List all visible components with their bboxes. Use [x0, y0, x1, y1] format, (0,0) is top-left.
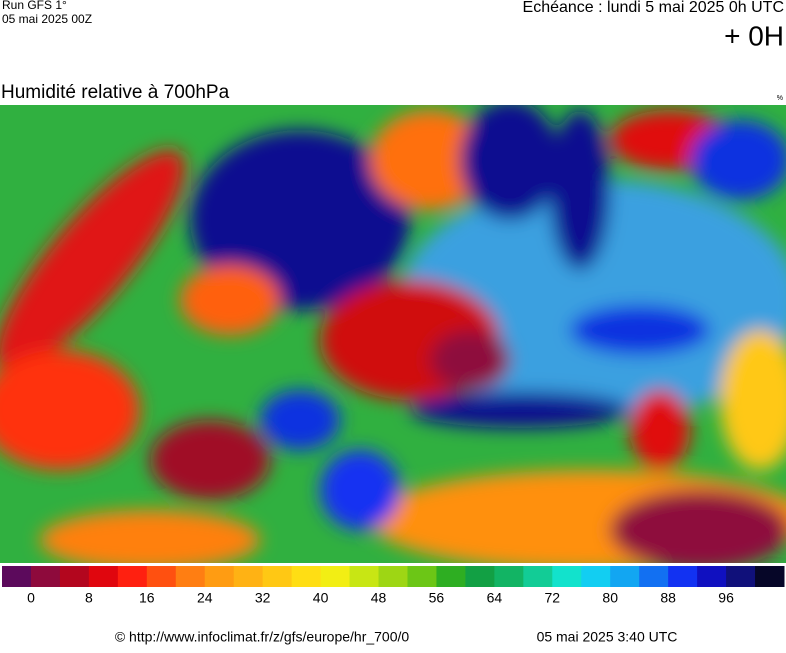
legend-swatch	[349, 566, 380, 587]
legend-swatch	[465, 566, 495, 587]
map-title: Humidité relative à 700hPa	[1, 82, 230, 103]
run-label: Run GFS 1°	[2, 0, 67, 12]
legend-label: 40	[313, 590, 329, 606]
color-legend: 0 8 16 24 32 40 48 56 64 72 80 88 96	[2, 566, 785, 606]
legend-swatch	[610, 566, 640, 587]
legend-swatch	[407, 566, 437, 587]
legend-label: 88	[660, 590, 676, 606]
legend-swatch	[552, 566, 582, 587]
legend-swatch	[59, 566, 90, 587]
unit: %	[777, 95, 783, 102]
legend-swatch	[494, 566, 524, 587]
legend-label: 24	[197, 590, 213, 606]
legend-swatch	[697, 566, 727, 587]
legend-swatch	[30, 566, 61, 587]
legend-swatch	[291, 566, 322, 587]
timestamp: 05 mai 2025 3:40 UTC	[537, 629, 678, 645]
legend-swatch	[581, 566, 611, 587]
legend-swatch	[320, 566, 351, 587]
legend-swatch	[204, 566, 235, 587]
legend-label: 32	[255, 590, 271, 606]
legend-label: 56	[429, 590, 445, 606]
humidity-map	[0, 105, 786, 563]
legend-swatch	[2, 566, 32, 587]
lead-time: + 0H	[724, 20, 784, 51]
legend-label: 48	[371, 590, 387, 606]
legend-swatch	[233, 566, 264, 587]
legend-swatch	[726, 566, 756, 587]
source: © http://www.infoclimat.fr/z/gfs/europe/…	[115, 629, 410, 645]
legend-swatch	[262, 566, 293, 587]
echeance: Echéance : lundi 5 mai 2025 0h UTC	[523, 0, 784, 16]
legend-label: 80	[602, 590, 618, 606]
legend-label: 8	[85, 590, 93, 606]
legend-label: 64	[487, 590, 503, 606]
run-date: 05 mai 2025 00Z	[2, 12, 92, 26]
legend-swatch	[146, 566, 177, 587]
legend-swatch	[378, 566, 408, 587]
legend-label: 96	[718, 590, 734, 606]
legend-swatch	[755, 566, 785, 587]
legend-label: 72	[545, 590, 561, 606]
legend-swatch	[88, 566, 119, 587]
legend-label: 0	[27, 590, 35, 606]
legend-swatch	[117, 566, 148, 587]
legend-swatch	[175, 566, 206, 587]
legend-swatch	[639, 566, 669, 587]
legend-swatch	[436, 566, 466, 587]
legend-swatch	[668, 566, 698, 587]
legend-swatch	[523, 566, 553, 587]
legend-label: 16	[139, 590, 155, 606]
